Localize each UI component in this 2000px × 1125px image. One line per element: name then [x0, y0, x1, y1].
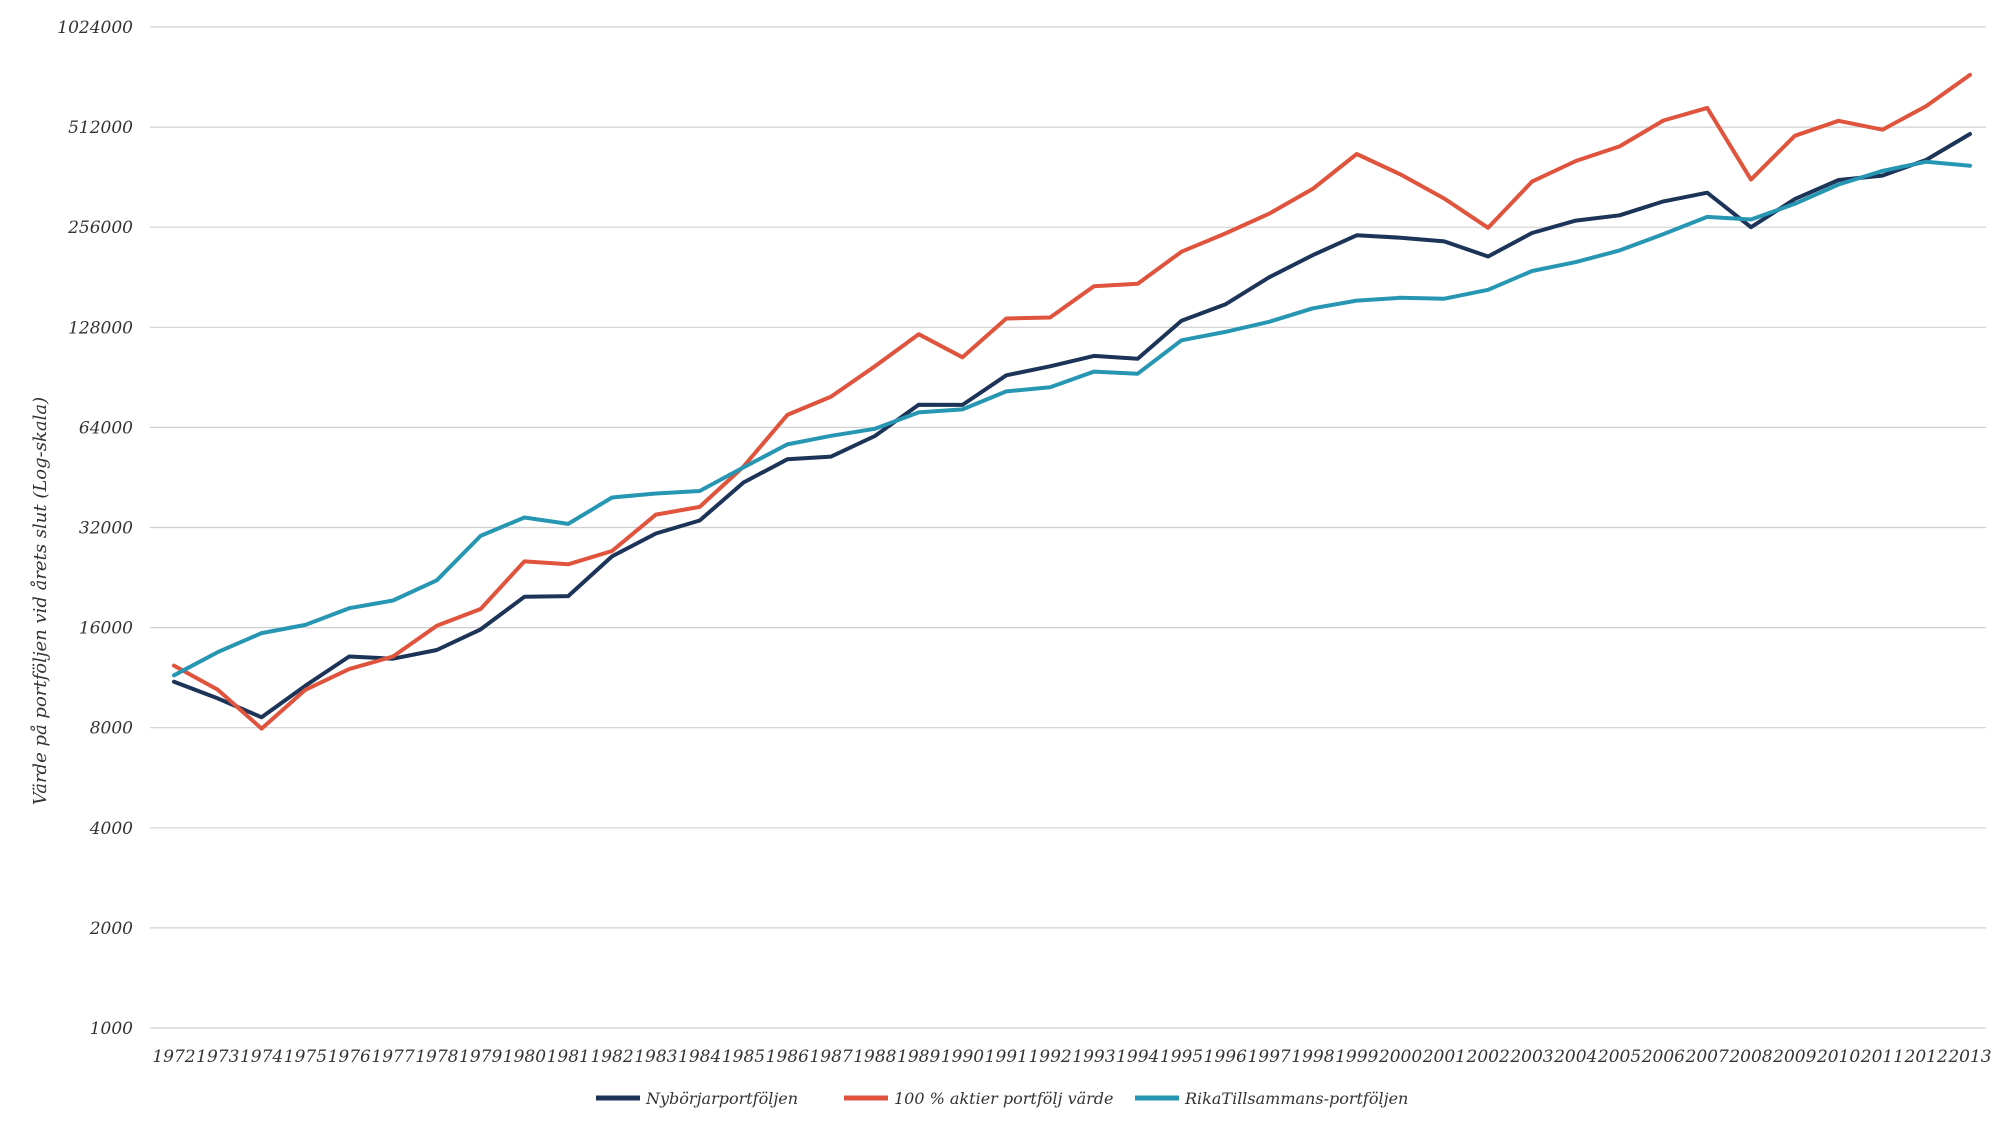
y-axis-title: Värde på portföljen vid årets slut (Log-…: [29, 397, 51, 805]
x-tick-label: 1986: [766, 1047, 809, 1067]
x-tick-label: 2001: [1422, 1047, 1466, 1067]
series-line-2: [172, 72, 1972, 731]
x-tick-label: 1988: [853, 1047, 896, 1067]
x-tick-label: 1983: [634, 1047, 677, 1067]
x-tick-label: 2009: [1772, 1047, 1816, 1067]
y-tick-label: 1000: [90, 1019, 133, 1039]
legend-label: Nybörjarportföljen: [645, 1089, 798, 1108]
y-tick-label: 32000: [79, 519, 133, 539]
x-tick-label: 1980: [503, 1047, 546, 1067]
x-tick-label: 2011: [1860, 1047, 1904, 1067]
x-tick-label: 1992: [1028, 1047, 1071, 1067]
x-tick-label: 1975: [284, 1047, 327, 1067]
series-line-1: [172, 132, 1972, 720]
x-tick-label: 1978: [415, 1047, 458, 1067]
x-tick-label: 1987: [809, 1047, 852, 1067]
x-tick-label: 1990: [941, 1047, 984, 1067]
y-tick-label: 4000: [89, 819, 133, 839]
x-axis-tick-labels: 1972 1973 1974 1975 1976 1977 1978 1979 1980 1981…: [152, 1047, 1991, 1067]
y-tick-label: 16000: [79, 619, 133, 639]
x-tick-label: 2002: [1466, 1047, 1510, 1067]
series-lines: [172, 72, 1972, 731]
y-tick-label: 512000: [68, 118, 133, 138]
series-line-3: [172, 159, 1972, 678]
x-tick-label: 1991: [985, 1047, 1028, 1067]
x-tick-label: 1995: [1160, 1047, 1203, 1067]
x-tick-label: 1998: [1291, 1047, 1334, 1067]
y-tick-label: 64000: [79, 418, 133, 438]
x-tick-label: 1982: [590, 1047, 633, 1067]
x-tick-label: 1981: [547, 1047, 590, 1067]
x-tick-label: 2006: [1641, 1047, 1685, 1067]
x-tick-label: 1974: [240, 1047, 283, 1067]
y-tick-label: 1024000: [57, 18, 133, 38]
x-tick-label: 2007: [1685, 1047, 1729, 1067]
x-tick-label: 2013: [1947, 1047, 1991, 1067]
y-tick-label: 8000: [90, 719, 133, 739]
x-tick-label: 1996: [1204, 1047, 1247, 1067]
x-tick-label: 1999: [1335, 1047, 1378, 1067]
y-tick-label: 256000: [67, 218, 133, 238]
x-tick-label: 1976: [328, 1047, 371, 1067]
legend-label: 100 % aktier portfölj värde: [894, 1089, 1114, 1108]
y-tick-label: 128000: [68, 318, 133, 338]
x-tick-label: 2008: [1728, 1047, 1772, 1067]
x-tick-label: 1977: [371, 1047, 414, 1067]
x-tick-label: 1993: [1072, 1047, 1115, 1067]
x-tick-label: 2005: [1597, 1047, 1641, 1067]
x-tick-label: 2003: [1509, 1047, 1553, 1067]
x-tick-label: 2010: [1816, 1047, 1860, 1067]
x-tick-label: 2004: [1553, 1047, 1597, 1067]
x-tick-label: 2000: [1378, 1047, 1422, 1067]
x-tick-label: 1985: [722, 1047, 765, 1067]
legend-label: RikaTillsammans-portföljen: [1184, 1089, 1408, 1108]
x-tick-label: 1972: [152, 1047, 195, 1067]
x-tick-label: 1984: [678, 1047, 721, 1067]
y-axis-tick-labels: 1000 2000 4000 8000 16000 32000 64000 128000 256…: [57, 18, 133, 1039]
x-tick-label: 1979: [459, 1047, 502, 1067]
legend: Nybörjarportföljen 100 % aktier portfölj …: [596, 1089, 1408, 1108]
x-tick-label: 1973: [196, 1047, 239, 1067]
x-tick-label: 1994: [1116, 1047, 1159, 1067]
x-tick-label: 1997: [1247, 1047, 1290, 1067]
y-tick-label: 2000: [89, 919, 133, 939]
x-tick-label: 1989: [897, 1047, 940, 1067]
x-tick-label: 2012: [1904, 1047, 1948, 1067]
gridlines: [150, 26, 1986, 1029]
